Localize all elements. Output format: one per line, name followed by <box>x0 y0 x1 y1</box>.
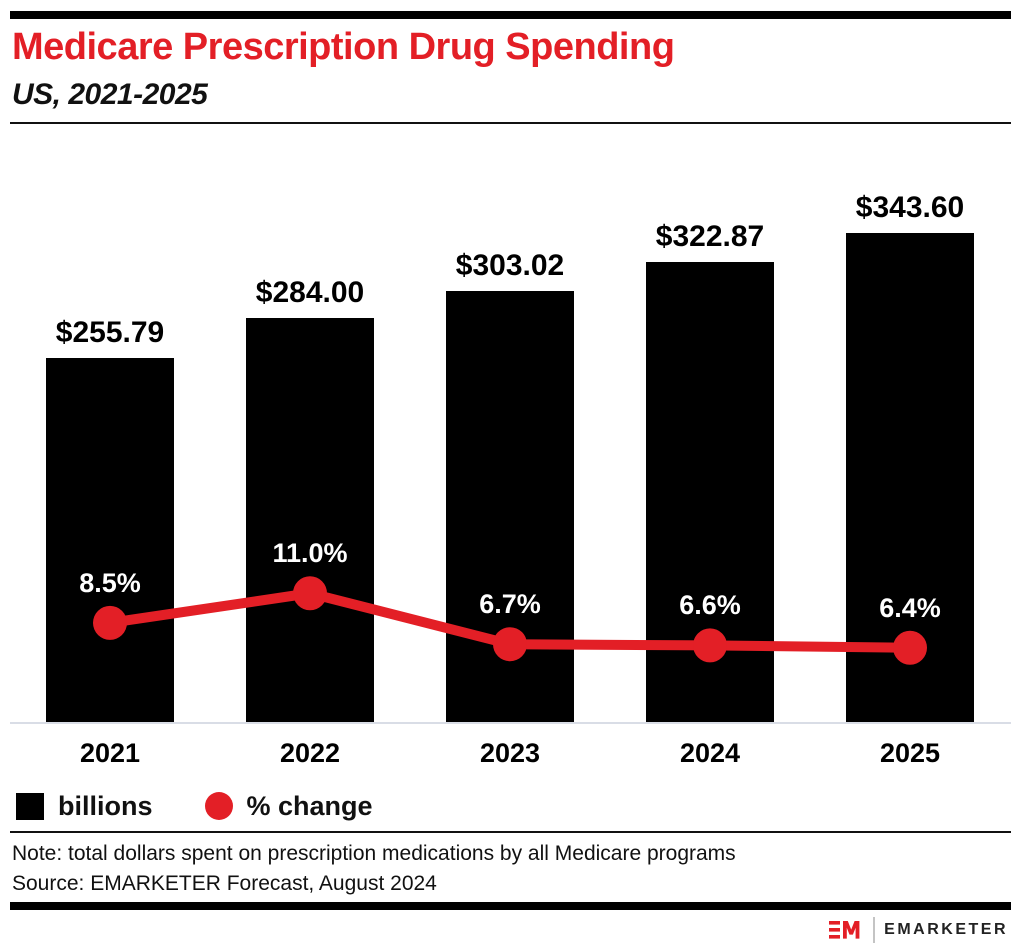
bar <box>646 262 774 723</box>
logo-divider <box>873 917 876 943</box>
x-axis-line <box>10 722 1011 724</box>
legend-swatch-pct-change <box>204 792 233 820</box>
header-divider <box>10 122 1011 124</box>
bar-value-label: $284.00 <box>255 275 365 309</box>
pct-label: 6.6% <box>679 590 741 621</box>
top-accent-bar <box>10 11 1011 19</box>
page-title: Medicare Prescription Drug Spending <box>12 26 675 68</box>
em-logo-icon <box>829 921 860 939</box>
pct-label: 8.5% <box>79 567 141 598</box>
note-text: Note: total dollars spent on prescriptio… <box>12 842 736 865</box>
page-subtitle: US, 2021-2025 <box>12 78 208 111</box>
year-label: 2022 <box>279 738 341 768</box>
year-label: 2021 <box>79 738 141 768</box>
bar <box>846 232 974 723</box>
footer-divider <box>10 831 1011 833</box>
brand-logo: EMARKETER <box>829 914 1008 946</box>
chart-legend: billions % change <box>16 790 373 822</box>
pct-label: 6.7% <box>479 589 541 620</box>
pct-label: 6.4% <box>879 592 941 623</box>
brand-name: EMARKETER <box>884 921 1008 938</box>
source-text: Source: EMARKETER Forecast, August 2024 <box>12 872 437 895</box>
bar-value-label: $255.79 <box>55 316 165 350</box>
bar-value-label: $343.60 <box>855 190 965 224</box>
bar <box>46 358 174 723</box>
legend-label-pct-change: % change <box>246 790 373 821</box>
bottom-accent-bar <box>10 902 1011 910</box>
year-label: 2023 <box>479 738 541 768</box>
legend-label-billions: billions <box>58 790 153 821</box>
bar <box>246 317 374 723</box>
year-label: 2025 <box>879 738 941 768</box>
year-label: 2024 <box>679 738 741 768</box>
bar <box>446 290 574 723</box>
legend-swatch-billions <box>16 792 44 820</box>
pct-label: 11.0% <box>272 538 348 569</box>
bar-value-label: $303.02 <box>455 248 565 282</box>
bar-value-label: $322.87 <box>655 220 765 254</box>
